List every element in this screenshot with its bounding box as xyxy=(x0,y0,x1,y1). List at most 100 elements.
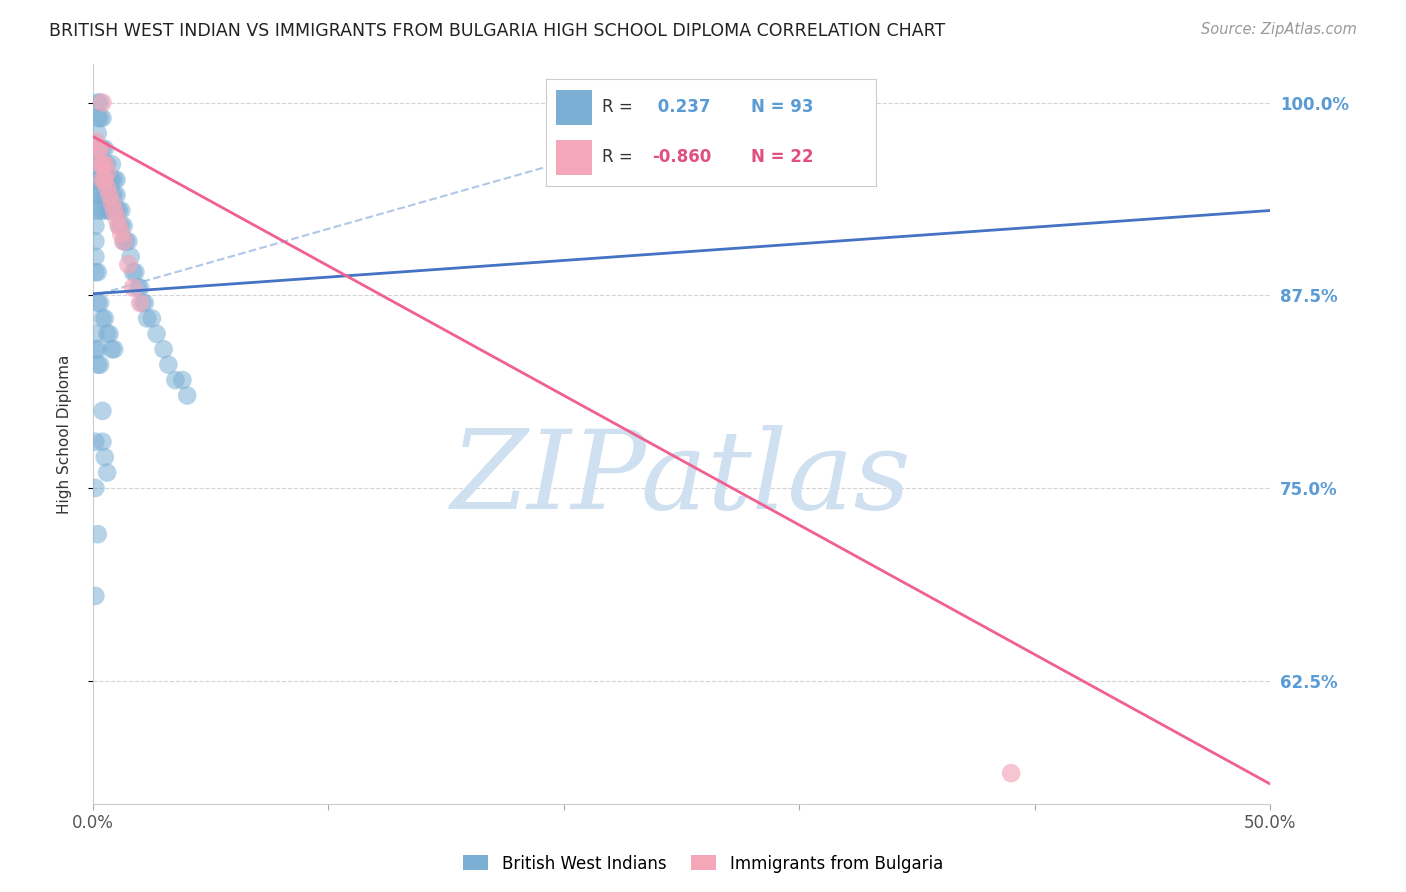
Point xyxy=(152,343,174,357)
Point xyxy=(84,343,107,357)
Point xyxy=(91,95,114,110)
Point xyxy=(89,203,111,218)
Point xyxy=(84,172,107,186)
Legend: British West Indians, Immigrants from Bulgaria: British West Indians, Immigrants from Bu… xyxy=(457,848,949,880)
Point xyxy=(84,235,107,249)
Point xyxy=(84,589,107,603)
Point xyxy=(105,211,128,226)
Point xyxy=(87,172,110,186)
Point xyxy=(89,188,111,202)
Point xyxy=(103,188,125,202)
Point xyxy=(91,203,114,218)
Point xyxy=(89,358,111,372)
Point xyxy=(145,326,167,341)
Point xyxy=(87,127,110,141)
Point xyxy=(98,188,121,202)
Point xyxy=(172,373,194,387)
Point xyxy=(112,219,135,233)
Text: BRITISH WEST INDIAN VS IMMIGRANTS FROM BULGARIA HIGH SCHOOL DIPLOMA CORRELATION : BRITISH WEST INDIAN VS IMMIGRANTS FROM B… xyxy=(49,22,945,40)
Point xyxy=(84,203,107,218)
Point xyxy=(112,235,135,249)
Point xyxy=(98,326,121,341)
Point xyxy=(105,172,128,186)
Point xyxy=(122,280,145,294)
Point xyxy=(94,157,117,171)
Point xyxy=(157,358,180,372)
Point xyxy=(176,388,198,402)
Point xyxy=(94,450,117,464)
Point xyxy=(127,280,149,294)
Point xyxy=(87,142,110,156)
Point xyxy=(1000,766,1022,780)
Point xyxy=(129,280,152,294)
Point xyxy=(91,157,114,171)
Point xyxy=(84,134,107,148)
Point xyxy=(103,343,125,357)
Point xyxy=(84,434,107,449)
Point xyxy=(101,157,124,171)
Point xyxy=(101,188,124,202)
Point xyxy=(87,157,110,171)
Point xyxy=(134,296,156,310)
Point xyxy=(84,188,107,202)
Point xyxy=(87,111,110,125)
Point xyxy=(94,172,117,186)
Point xyxy=(87,95,110,110)
Point xyxy=(105,203,128,218)
Point xyxy=(101,203,124,218)
Point xyxy=(96,466,118,480)
Point xyxy=(98,188,121,202)
Point xyxy=(112,235,135,249)
Point xyxy=(96,180,118,194)
Point xyxy=(103,203,125,218)
Point xyxy=(89,111,111,125)
Point xyxy=(89,142,111,156)
Point xyxy=(91,172,114,186)
Point xyxy=(165,373,187,387)
Y-axis label: High School Diploma: High School Diploma xyxy=(58,354,72,514)
Point xyxy=(87,188,110,202)
Point xyxy=(110,227,132,241)
Point xyxy=(96,188,118,202)
Point xyxy=(89,296,111,310)
Point xyxy=(84,157,107,171)
Point xyxy=(91,172,114,186)
Point xyxy=(89,172,111,186)
Point xyxy=(124,265,146,279)
Point xyxy=(96,203,118,218)
Point xyxy=(108,203,131,218)
Point xyxy=(87,142,110,156)
Point xyxy=(136,311,159,326)
Point xyxy=(105,188,128,202)
Point xyxy=(94,188,117,202)
Point xyxy=(84,326,107,341)
Point xyxy=(108,219,131,233)
Point xyxy=(103,203,125,218)
Point xyxy=(101,172,124,186)
Point xyxy=(87,527,110,541)
Point xyxy=(122,265,145,279)
Point xyxy=(103,172,125,186)
Point xyxy=(89,95,111,110)
Point xyxy=(115,235,138,249)
Point xyxy=(141,311,163,326)
Point xyxy=(98,203,121,218)
Point xyxy=(91,434,114,449)
Point xyxy=(91,157,114,171)
Point xyxy=(117,257,139,271)
Point xyxy=(110,203,132,218)
Point xyxy=(110,219,132,233)
Text: Source: ZipAtlas.com: Source: ZipAtlas.com xyxy=(1201,22,1357,37)
Point xyxy=(94,311,117,326)
Point xyxy=(87,265,110,279)
Point xyxy=(84,265,107,279)
Point xyxy=(96,165,118,179)
Point xyxy=(94,172,117,186)
Point xyxy=(101,343,124,357)
Point xyxy=(117,235,139,249)
Point xyxy=(91,142,114,156)
Point xyxy=(120,250,142,264)
Point xyxy=(84,250,107,264)
Point xyxy=(87,343,110,357)
Text: ZIPatlas: ZIPatlas xyxy=(451,425,912,533)
